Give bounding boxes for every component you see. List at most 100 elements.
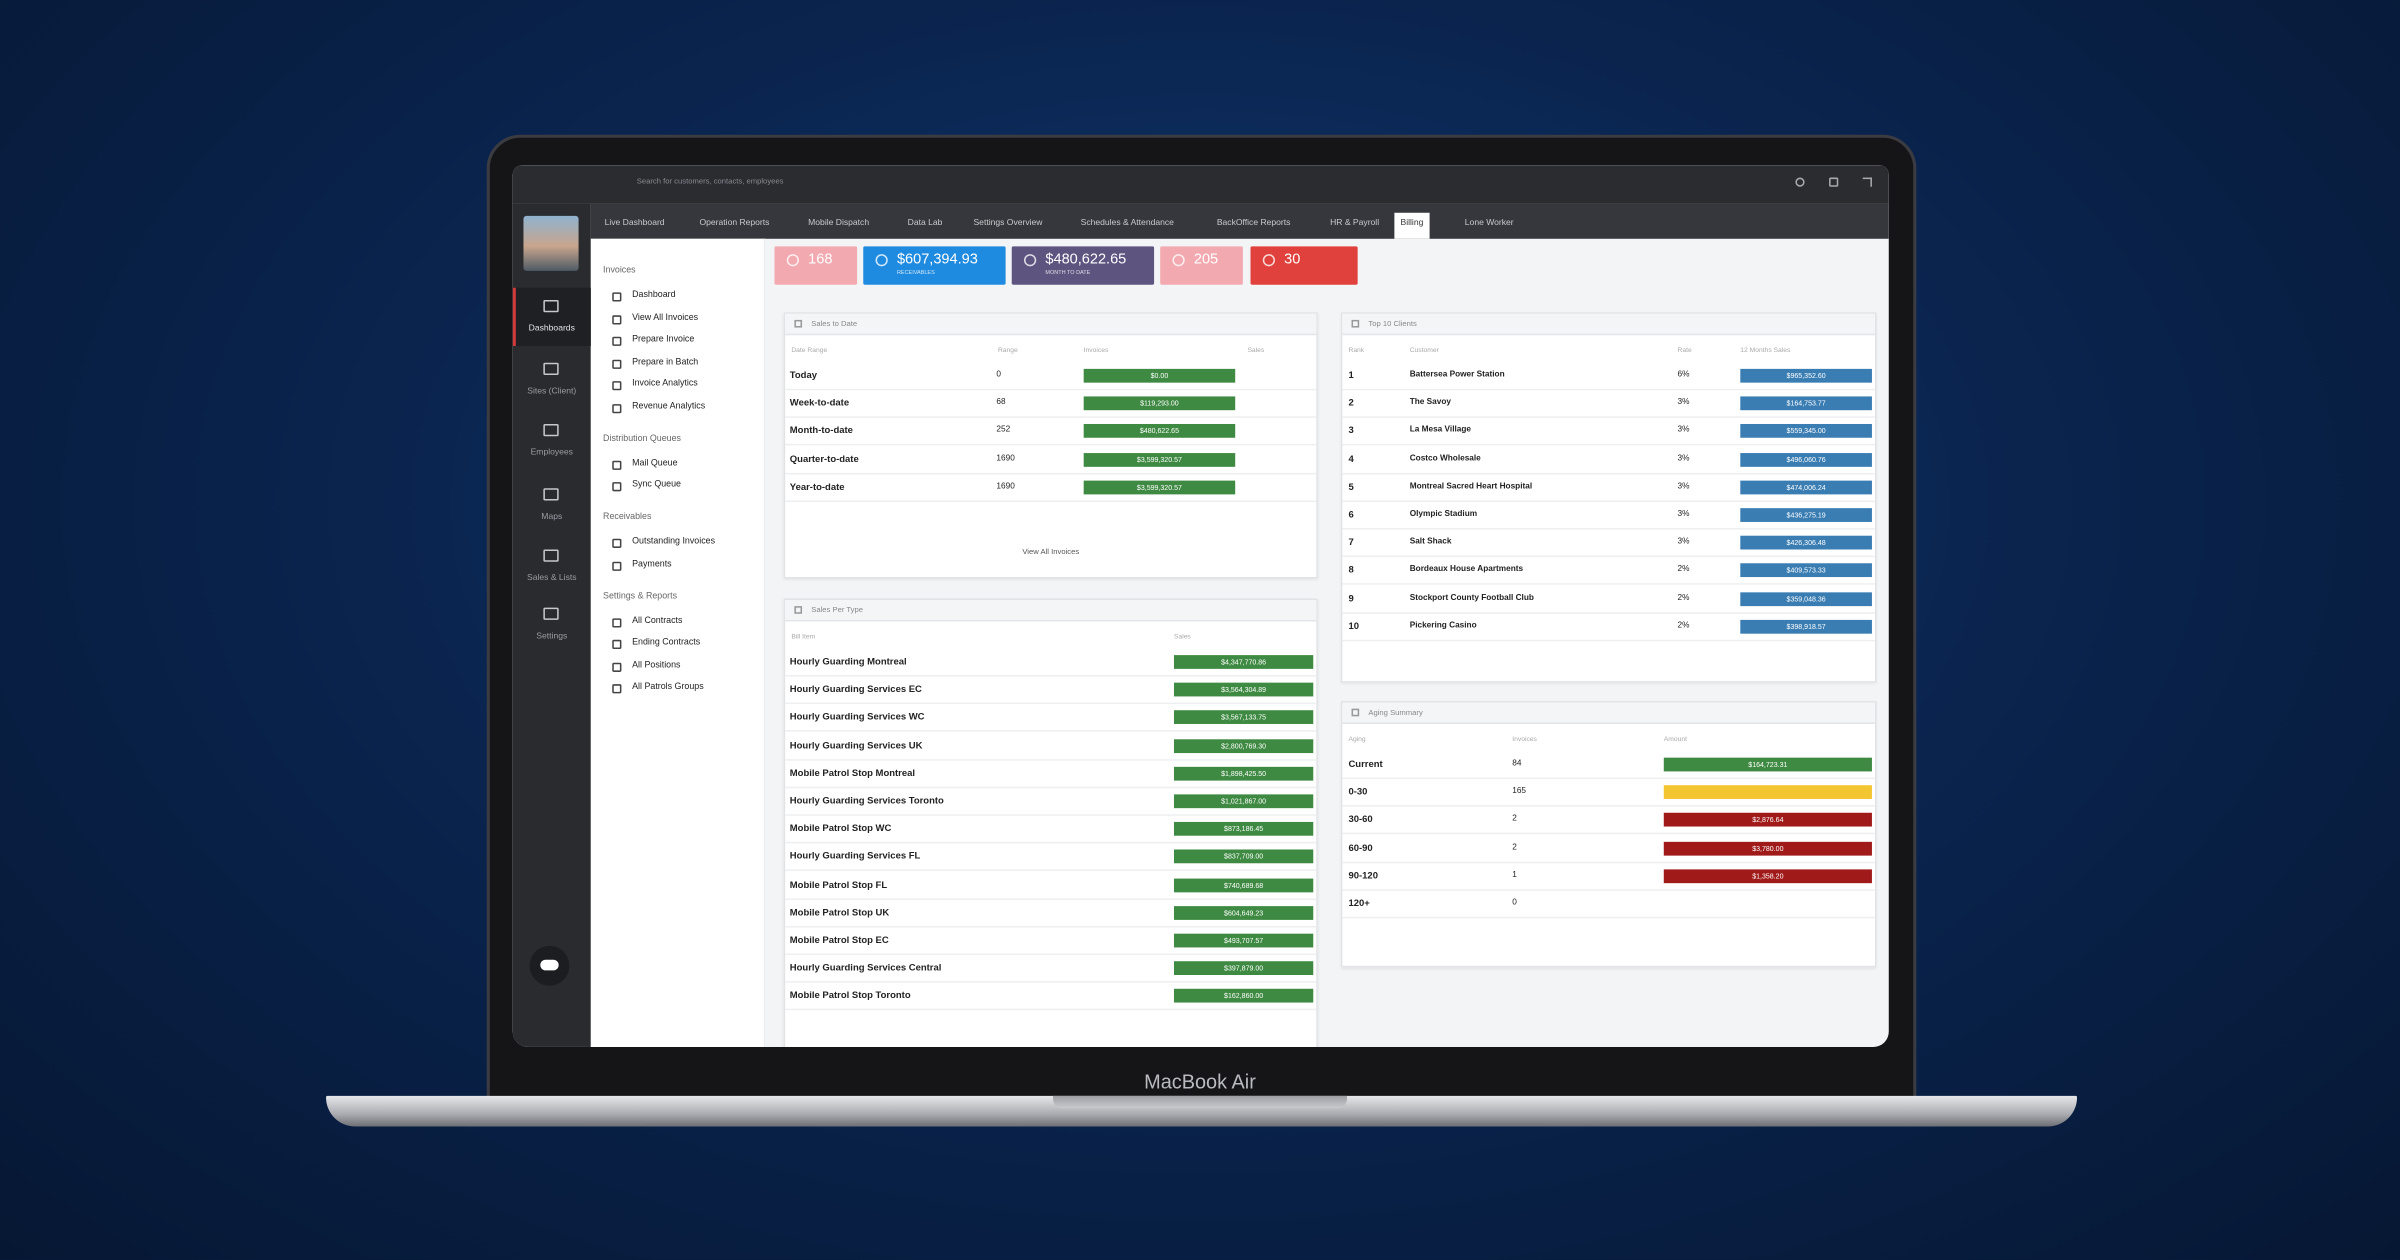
row-divider <box>1342 639 1875 642</box>
cell: Hourly Guarding Services UK <box>789 740 923 751</box>
rail-label[interactable]: Dashboards <box>528 324 575 334</box>
sidebar-item[interactable]: Ending Contracts <box>632 638 701 648</box>
search-placeholder: Search for customers, contacts, employee… <box>636 177 784 187</box>
sidebar-icon <box>612 661 622 672</box>
sidebar-item[interactable]: All Patrols Groups <box>632 682 704 692</box>
nav-tab[interactable]: Schedules & Attendance <box>1074 213 1180 239</box>
sidebar-item[interactable]: All Contracts <box>632 616 683 626</box>
column-header: Invoices <box>1512 734 1537 743</box>
column-header: Range <box>997 345 1018 354</box>
value-bar: $496,060.76 <box>1740 452 1872 467</box>
row-divider <box>785 388 1317 391</box>
sidebar-section: Receivables <box>603 512 652 522</box>
row-divider <box>1342 444 1875 447</box>
rail-icon[interactable] <box>543 549 559 562</box>
rail-label[interactable]: Sales & Lists <box>527 573 577 584</box>
sidebar <box>590 238 766 1047</box>
sidebar-item[interactable]: Prepare in Batch <box>632 357 699 367</box>
value-bar-label: $4,347,770.86 <box>1221 658 1267 666</box>
avatar[interactable] <box>523 215 579 271</box>
value-bar-label: $965,352.60 <box>1786 371 1826 380</box>
sidebar-item[interactable]: Invoice Analytics <box>632 379 698 389</box>
cell: 0 <box>996 370 1002 380</box>
cell: 120+ <box>1348 898 1370 910</box>
sidebar-icon <box>612 459 622 470</box>
value-bar-label: $2,876.64 <box>1752 816 1784 825</box>
kpi-card[interactable]: 30 <box>1250 246 1358 285</box>
nav-tab[interactable]: BackOffice Reports <box>1211 213 1297 239</box>
cell: 3% <box>1677 426 1690 436</box>
nav-tab[interactable]: Operation Reports <box>693 213 775 239</box>
panel: Sales Per Type Bill Item Sales Hourly Guard… <box>783 598 1318 1047</box>
search-box[interactable]: Search for customers, contacts, employee… <box>632 174 908 189</box>
cell: 7 <box>1348 537 1354 549</box>
value-bar: $837,709.00 <box>1173 850 1314 864</box>
share-icon[interactable] <box>1862 177 1872 187</box>
sidebar-icon <box>612 639 622 649</box>
nav-tab[interactable]: Settings Overview <box>967 213 1048 239</box>
nav-tab[interactable]: Live Dashboard <box>598 213 670 239</box>
sidebar-item[interactable]: Payments <box>632 559 672 569</box>
sidebar-item[interactable]: All Positions <box>632 660 681 670</box>
value-bar: $559,345.00 <box>1740 424 1872 439</box>
value-bar-label: $3,599,320.57 <box>1136 483 1182 492</box>
rail-icon[interactable] <box>543 299 559 313</box>
cell: Costco Wholesale <box>1409 453 1481 464</box>
kpi-icon <box>875 254 888 267</box>
sidebar-item[interactable]: Outstanding Invoices <box>632 537 716 547</box>
nav-tab[interactable]: Lone Worker <box>1459 213 1520 239</box>
sidebar-section: Distribution Queues <box>603 433 682 444</box>
nav-tab[interactable]: Mobile Dispatch <box>802 213 875 239</box>
sidebar-item[interactable]: Revenue Analytics <box>632 401 706 411</box>
kpi-value: 205 <box>1193 251 1219 268</box>
nav-tab[interactable]: Data Lab <box>902 213 949 239</box>
rail-label[interactable]: Sites (Client) <box>527 387 577 397</box>
panel: Aging Summary Aging Invoices Amount Current 8… <box>1340 701 1877 968</box>
cell: 3% <box>1677 509 1690 519</box>
kpi-label: MONTH TO DATE <box>1045 269 1091 276</box>
sidebar-item[interactable]: Sync Queue <box>632 480 681 490</box>
value-bar: $409,573.33 <box>1740 563 1872 578</box>
help-icon[interactable] <box>1795 177 1805 187</box>
rail-icon[interactable] <box>543 488 559 501</box>
cell: 6 <box>1348 509 1354 521</box>
kpi-card[interactable]: $480,622.65 MONTH TO DATE <box>1011 246 1155 285</box>
rail-label[interactable]: Maps <box>541 512 563 522</box>
row-divider <box>1342 583 1875 586</box>
value-bar: $873,186.45 <box>1173 822 1314 837</box>
sidebar-item[interactable]: View All Invoices <box>632 313 699 323</box>
kpi-card[interactable]: 168 <box>774 246 858 285</box>
row-divider <box>785 758 1317 761</box>
value-bar-label: $3,599,320.57 <box>1136 455 1182 464</box>
panel: Top 10 Clients Rank Customer Rate 12 Months … <box>1340 312 1877 683</box>
nav-tab[interactable]: HR & Payroll <box>1324 213 1385 239</box>
rail-icon[interactable] <box>543 607 559 620</box>
value-bar-label: $480,622.65 <box>1139 427 1179 436</box>
cell: Hourly Guarding Services WC <box>789 712 925 724</box>
sidebar-item[interactable]: Prepare Invoice <box>632 335 695 345</box>
value-bar: $3,564,304.89 <box>1173 682 1314 697</box>
cell: Hourly Guarding Services EC <box>789 684 922 696</box>
kpi-value: 168 <box>808 251 833 268</box>
rail-label[interactable]: Employees <box>530 448 573 458</box>
row-divider <box>1342 472 1875 474</box>
value-bar: $3,599,320.57 <box>1083 452 1236 467</box>
row-divider <box>785 416 1317 419</box>
rail-icon[interactable] <box>543 362 559 375</box>
value-bar-label: $1,358.20 <box>1752 872 1784 880</box>
link[interactable]: View All Invoices <box>1022 547 1080 558</box>
kpi-card[interactable]: $607,394.93 RECEIVABLES <box>863 246 1006 285</box>
value-bar: $0.00 <box>1083 368 1236 383</box>
cell: 0-30 <box>1348 787 1368 798</box>
sidebar-item[interactable]: Dashboard <box>632 290 676 300</box>
chat-button[interactable] <box>529 945 570 986</box>
cell: Mobile Patrol Stop Montreal <box>789 768 916 779</box>
notify-icon[interactable] <box>1829 177 1839 187</box>
nav-tab[interactable]: Billing <box>1394 212 1430 239</box>
value-bar: $2,800,769.30 <box>1173 738 1314 753</box>
kpi-card[interactable]: 205 <box>1160 246 1243 285</box>
rail-icon[interactable] <box>543 423 559 437</box>
rail-label[interactable]: Settings <box>536 632 568 642</box>
column-header: Customer <box>1409 345 1439 354</box>
sidebar-item[interactable]: Mail Queue <box>632 458 678 468</box>
